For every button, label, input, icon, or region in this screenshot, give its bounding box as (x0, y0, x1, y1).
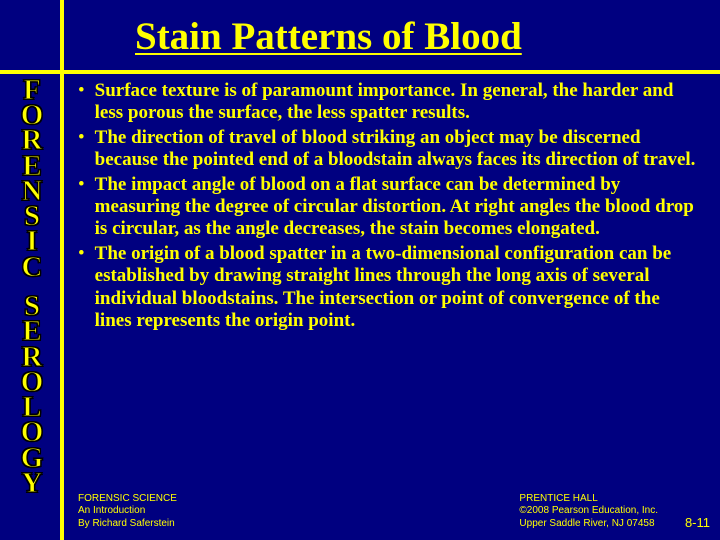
bullet-dot: • (78, 243, 85, 266)
bullet-text: Surface texture is of paramount importan… (95, 80, 698, 125)
footer-right-line2: ©2008 Pearson Education, Inc. (519, 505, 658, 518)
vertical-rule (60, 0, 64, 540)
bullet-dot: • (78, 127, 85, 150)
footer-left-line2: An Introduction (78, 505, 177, 518)
bullet-dot: • (78, 80, 85, 103)
bullet-text: The direction of travel of blood strikin… (95, 127, 698, 172)
bullet-item: • Surface texture is of paramount importa… (78, 80, 698, 125)
bullet-item: • The impact angle of blood on a flat sur… (78, 174, 698, 241)
sidebar-vertical-label: FORENSIC SEROLOGY (12, 78, 52, 493)
bullet-item: • The origin of a blood spatter in a two-… (78, 243, 698, 333)
footer-left-line3: By Richard Saferstein (78, 518, 177, 531)
footer-left: FORENSIC SCIENCE An Introduction By Rich… (78, 493, 177, 531)
bullet-item: • The direction of travel of blood striki… (78, 127, 698, 172)
bullet-dot: • (78, 174, 85, 197)
footer-right: PRENTICE HALL ©2008 Pearson Education, I… (519, 493, 658, 531)
footer-left-line1: FORENSIC SCIENCE (78, 493, 177, 506)
footer-right-line1: PRENTICE HALL (519, 493, 658, 506)
bullet-text: The impact angle of blood on a flat surf… (95, 174, 698, 241)
bullet-list: • Surface texture is of paramount importa… (78, 80, 698, 334)
footer-right-line3: Upper Saddle River, NJ 07458 (519, 518, 658, 531)
horizontal-rule (0, 70, 720, 74)
bullet-text: The origin of a blood spatter in a two-d… (95, 243, 698, 333)
page-number: 8-11 (685, 515, 710, 530)
slide-title: Stain Patterns of Blood (135, 14, 522, 59)
